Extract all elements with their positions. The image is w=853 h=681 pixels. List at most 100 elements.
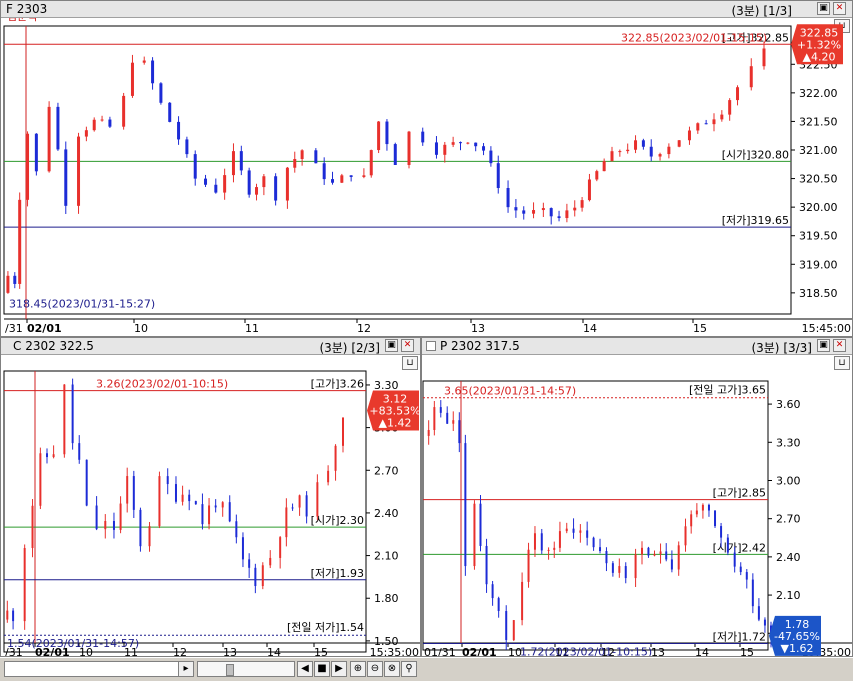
tool-icon[interactable]: ⚲: [401, 661, 417, 677]
up-candle: [18, 199, 22, 284]
up-candle: [443, 144, 447, 155]
slider-thumb[interactable]: [226, 664, 234, 676]
up-candle: [433, 407, 436, 430]
down-candle: [458, 142, 462, 144]
down-candle: [745, 572, 748, 580]
down-candle: [254, 567, 257, 587]
down-candle: [204, 178, 208, 185]
up-candle: [298, 495, 301, 508]
zoom-out-icon[interactable]: ⊖: [367, 661, 383, 677]
up-candle: [142, 60, 146, 63]
x-tick-label: 15:35:00: [802, 646, 851, 657]
up-candle: [473, 503, 476, 567]
page-label: [3/3]: [783, 341, 812, 355]
maximize-icon[interactable]: ▣: [817, 339, 830, 352]
zoom-reset-icon[interactable]: ⊗: [384, 661, 400, 677]
down-candle: [599, 547, 602, 552]
panel-title-bar: F 2303 (3분) [1/3] ▣ ✕: [1, 1, 852, 18]
down-candle: [624, 566, 627, 579]
down-candle: [605, 551, 608, 564]
stop-icon[interactable]: ■: [314, 661, 330, 677]
x-tick-label: 11: [245, 322, 259, 335]
maximize-icon[interactable]: ▣: [385, 339, 398, 352]
down-candle: [168, 102, 172, 122]
up-candle: [687, 130, 691, 141]
up-candle: [634, 554, 637, 579]
up-candle: [77, 136, 81, 206]
down-candle: [549, 208, 553, 217]
up-candle: [369, 150, 373, 176]
up-candle: [223, 175, 227, 193]
current-price: 322.85: [800, 26, 839, 39]
maximize-icon[interactable]: ▣: [817, 2, 830, 15]
down-candle: [489, 150, 493, 164]
x-tick-label: 12: [357, 322, 371, 335]
up-candle: [565, 528, 568, 532]
scroll-right-icon[interactable]: ▸: [178, 661, 194, 677]
down-candle: [479, 503, 482, 546]
close-icon[interactable]: ✕: [401, 339, 414, 352]
y-tick-label: 1.50: [374, 635, 399, 648]
up-candle: [377, 121, 381, 151]
up-candle: [532, 210, 536, 214]
x-tick-label: 15: [740, 646, 754, 657]
current-change-pct: +83.53%: [369, 405, 420, 418]
y-tick-label: 2.70: [776, 513, 801, 526]
play-forward-icon[interactable]: ▶: [331, 661, 347, 677]
y-tick-label: 321.00: [799, 144, 838, 157]
down-candle: [322, 163, 326, 180]
x-tick-label: 02/01: [27, 322, 62, 335]
down-candle: [78, 443, 81, 460]
down-candle: [458, 420, 461, 444]
plot-area: [3, 370, 367, 653]
play-back-icon[interactable]: ◀: [297, 661, 313, 677]
up-candle: [158, 476, 161, 527]
down-candle: [586, 530, 589, 538]
panel-period-page: (3분) [1/3]: [731, 2, 792, 19]
panel-period-page: (3분) [2/3]: [319, 339, 380, 356]
x-tick-label: 12: [601, 646, 615, 657]
up-candle: [618, 566, 621, 573]
y-tick-label: 319.00: [799, 258, 838, 271]
up-candle: [641, 547, 644, 555]
put-candlestick-chart: 3.603.303.002.702.402.101.8001/3102/0110…: [422, 380, 852, 657]
close-icon[interactable]: ✕: [833, 2, 846, 15]
down-candle: [305, 495, 308, 517]
x-tick-label: 11: [555, 646, 569, 657]
low-annotation: 1.54(2023/01/31-14:57): [7, 637, 139, 650]
zoom-slider[interactable]: [197, 661, 295, 677]
down-candle: [496, 163, 500, 189]
down-candle: [139, 509, 142, 547]
x-tick-label: 13: [471, 322, 485, 335]
down-candle: [291, 507, 294, 509]
up-candle: [39, 453, 42, 506]
down-candle: [331, 179, 335, 183]
panel-title: C 2302 322.5: [13, 339, 94, 353]
x-tick-label: 11: [124, 646, 138, 657]
zoom-in-icon[interactable]: ⊕: [350, 661, 366, 677]
down-candle: [557, 216, 561, 219]
down-candle: [214, 505, 217, 508]
down-candle: [464, 443, 467, 567]
y-tick-label: 3.30: [374, 379, 399, 392]
down-candle: [71, 384, 74, 444]
down-candle: [185, 139, 189, 155]
down-candle: [235, 521, 238, 538]
chart-toolbar: ▸ ◀ ■ ▶ ⊕ ⊖ ⊗ ⚲: [0, 657, 853, 681]
x-tick-label: 15: [314, 646, 328, 657]
up-candle: [580, 200, 584, 208]
down-candle: [214, 184, 218, 193]
up-candle: [92, 119, 96, 131]
down-candle: [247, 170, 251, 195]
down-candle: [714, 510, 717, 527]
overlay-label: 임춘력: [7, 18, 37, 23]
close-icon[interactable]: ✕: [833, 339, 846, 352]
down-candle: [201, 504, 204, 525]
lock-icon[interactable]: ⊔: [402, 356, 418, 370]
lock-icon[interactable]: ⊔: [834, 356, 850, 370]
horizontal-scrollbar[interactable]: [4, 661, 180, 677]
x-tick-label: /31: [5, 322, 23, 335]
current-price-bg: [769, 615, 821, 656]
panel-checkbox[interactable]: [426, 341, 436, 351]
up-candle: [595, 171, 599, 180]
